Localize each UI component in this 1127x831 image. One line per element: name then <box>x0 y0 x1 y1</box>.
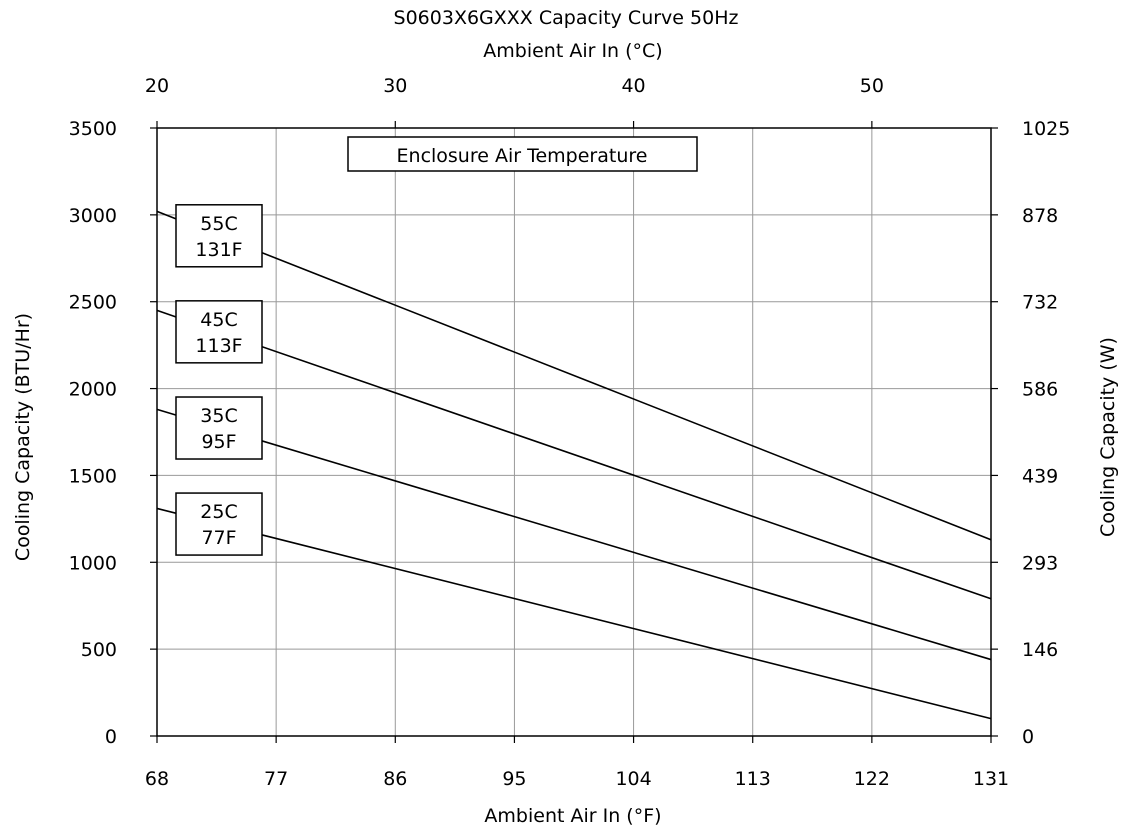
y-tick-label: 2000 <box>69 379 117 401</box>
y-tick-label: 1500 <box>69 465 117 487</box>
x2-tick-label: 20 <box>145 75 169 97</box>
y-tick-label: 2500 <box>69 292 117 314</box>
series-label-rect <box>175 204 263 268</box>
y2-tick-label: 878 <box>1022 205 1058 227</box>
plot-frame <box>156 127 992 737</box>
y-axis-label: Cooling Capacity (BTU/Hr) <box>12 313 34 561</box>
x-tick-label: 113 <box>735 768 771 790</box>
series-line <box>156 408 992 661</box>
y-tick-label: 500 <box>81 639 117 661</box>
x2-axis-label: Ambient Air In (°C) <box>483 40 662 62</box>
y2-axis-label: Cooling Capacity (W) <box>1097 337 1119 537</box>
annotation-text: Enclosure Air Temperature <box>397 145 648 167</box>
series-layer <box>156 210 992 720</box>
x2-tick-label: 50 <box>860 75 884 97</box>
series-label-f: 113F <box>195 335 242 357</box>
series-label-f: 95F <box>201 431 236 453</box>
series-label-c: 55C <box>200 213 237 235</box>
series-label-f: 77F <box>201 527 236 549</box>
y2-tick-label: 146 <box>1022 639 1058 661</box>
series-label-rect <box>175 492 263 556</box>
series-label-rect <box>175 300 263 364</box>
series-label-f: 131F <box>195 239 242 261</box>
series-label-box: 55C 131F <box>175 204 263 268</box>
x-tick-label: 131 <box>973 768 1009 790</box>
series-line <box>156 309 992 600</box>
y2-tick-label: 439 <box>1022 465 1058 487</box>
x-tick-label: 122 <box>854 768 890 790</box>
series-label-c: 25C <box>200 501 237 523</box>
x-axis-label: Ambient Air In (°F) <box>484 805 661 827</box>
y2-tick-label: 1025 <box>1022 118 1070 140</box>
y-tick-label: 3500 <box>69 118 117 140</box>
x2-tick-label: 40 <box>621 75 645 97</box>
series-label-c: 35C <box>200 405 237 427</box>
chart-title: S0603X6GXXX Capacity Curve 50Hz <box>394 7 739 29</box>
y2-tick-label: 0 <box>1022 726 1034 748</box>
x-tick-label: 95 <box>502 768 526 790</box>
y2-tick-label: 586 <box>1022 379 1058 401</box>
series-label-rect <box>175 396 263 460</box>
enclosure-annotation: Enclosure Air Temperature <box>347 136 698 172</box>
x-tick-label: 104 <box>615 768 651 790</box>
grid-layer <box>156 127 992 737</box>
x2-tick-label: 30 <box>383 75 407 97</box>
x-tick-label: 86 <box>383 768 407 790</box>
annotation-box <box>347 136 698 172</box>
series-line <box>156 210 992 541</box>
x-tick-label: 68 <box>145 768 169 790</box>
series-line <box>156 507 992 720</box>
y-tick-label: 1000 <box>69 552 117 574</box>
series-label-c: 45C <box>200 309 237 331</box>
y-tick-label: 3000 <box>69 205 117 227</box>
series-label-box: 45C 113F <box>175 300 263 364</box>
y2-tick-label: 732 <box>1022 292 1058 314</box>
x-tick-label: 77 <box>264 768 288 790</box>
y2-tick-label: 293 <box>1022 552 1058 574</box>
y-tick-label: 0 <box>105 726 117 748</box>
